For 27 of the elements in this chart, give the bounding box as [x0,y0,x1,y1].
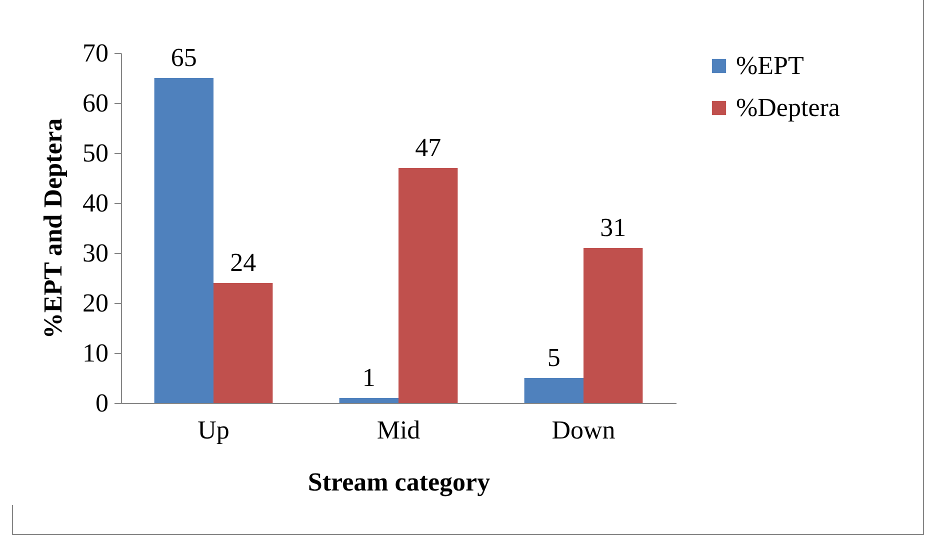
y-tick-label: 60 [82,88,108,118]
bar [214,283,273,403]
y-tick-label: 0 [96,388,108,418]
data-label: 31 [600,213,626,242]
y-tick-label: 20 [82,288,108,318]
x-axis-title: Stream category [308,468,490,496]
data-label: 47 [415,133,442,162]
bar [339,398,398,403]
y-tick-label: 10 [82,338,108,368]
y-tick-label: 50 [82,138,108,168]
bar [584,248,643,403]
bar [398,168,458,403]
legend-label: %EPT [736,51,804,80]
y-tick-label: 40 [82,188,108,218]
data-label: 5 [547,343,560,372]
x-tick-label: Mid [376,416,420,444]
x-tick-label: Down [552,416,616,444]
y-tick-label: 70 [82,38,108,68]
bar [524,378,584,403]
y-axis-title: %EPT and Deptera [38,118,68,339]
y-tick-label: 30 [82,238,108,268]
legend-label: %Deptera [736,93,840,122]
data-label: 65 [170,43,197,72]
data-label: 1 [362,363,376,392]
data-label: 24 [230,248,256,277]
x-tick-label: Up [198,416,230,444]
bar [154,78,214,403]
